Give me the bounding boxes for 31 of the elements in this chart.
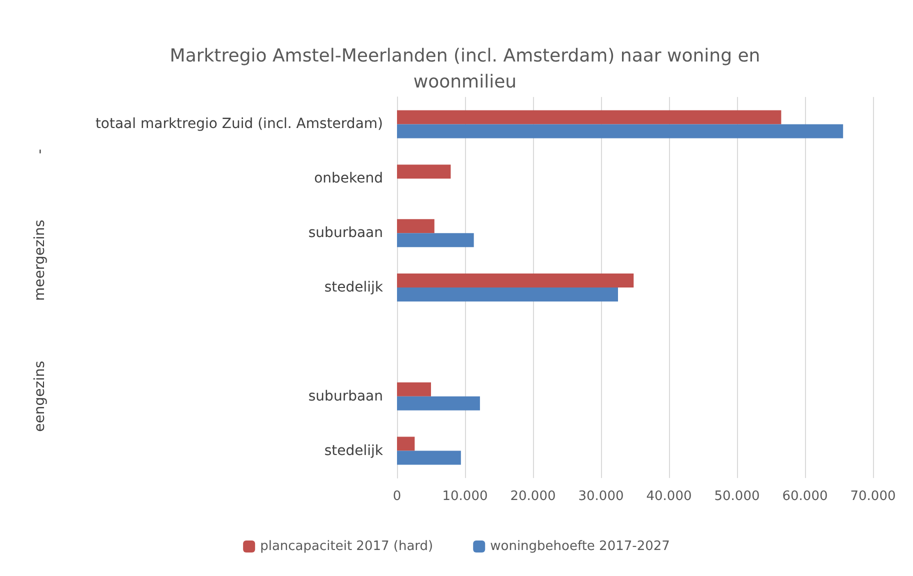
x-tick-label: 60.000 (782, 489, 828, 504)
bar (397, 382, 431, 396)
x-tick-label: 30.000 (578, 489, 624, 504)
text: eengezins (32, 360, 48, 432)
bar (397, 288, 618, 302)
y-tick-label: stedelijk (324, 280, 384, 296)
x-tick-label: 70.000 (850, 489, 896, 504)
bar (397, 110, 782, 124)
bar (397, 164, 451, 179)
y-tick-label: suburbaan (308, 388, 383, 404)
x-tick-label: 10.000 (442, 489, 488, 504)
y-tick-label: stedelijk (324, 442, 384, 459)
bar (397, 233, 474, 248)
text: - (32, 148, 48, 154)
legend-label: woningbehoefte 2017-2027 (490, 539, 670, 554)
text: meergezins (32, 220, 48, 301)
y-tick-label: totaal marktregio Zuid (incl. Amsterdam) (95, 116, 383, 132)
x-tick-label: 0 (392, 489, 402, 504)
x-tick-label: 20.000 (510, 489, 556, 504)
bar (397, 124, 844, 138)
x-tick-label: 50.000 (714, 489, 760, 504)
bar (397, 274, 634, 288)
bar (397, 436, 415, 451)
x-tick-label: 40.000 (646, 489, 692, 504)
bar (397, 450, 461, 465)
bar (397, 396, 480, 410)
y-tick-label: suburbaan (308, 225, 383, 242)
y-tick-label: onbekend (314, 170, 383, 187)
chart-title: Marktregio Amstel-Meerlanden (incl. Amsterdam) naar woning en woonmilieu (170, 46, 760, 92)
bar (397, 219, 434, 234)
legend-label: plancapaciteit 2017 (hard) (260, 539, 434, 554)
